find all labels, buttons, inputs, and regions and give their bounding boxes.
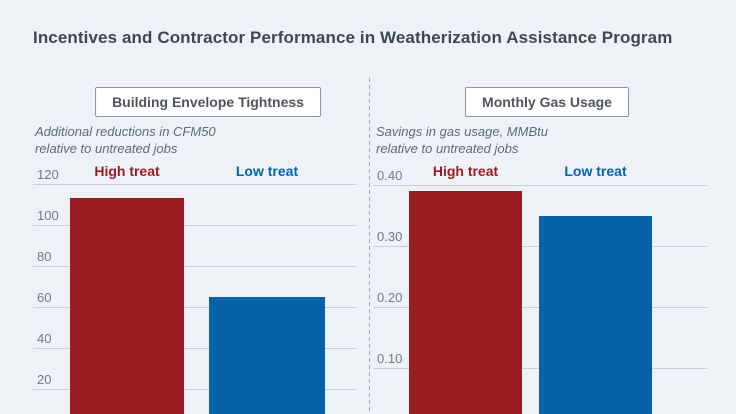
bar-low-treat [539, 215, 652, 414]
y-tick-label: 0.40 [377, 168, 403, 183]
y-tick-label: 0.10 [377, 351, 403, 366]
y-gridline [33, 307, 357, 308]
bar-high-treat [409, 191, 522, 414]
y-tick-label: 60 [37, 290, 52, 305]
figure-title: Incentives and Contractor Performance in… [33, 28, 673, 47]
y-tick-label: 0.20 [377, 290, 403, 305]
y-tick-label: 20 [37, 372, 52, 387]
y-gridline [373, 185, 707, 186]
y-gridline [33, 225, 357, 226]
y-gridline [33, 389, 357, 390]
y-tick-label: 80 [37, 249, 52, 264]
panel-subtitle-right: Savings in gas usage, MMBtu relative to … [376, 123, 548, 157]
panel-divider-dashed-line [369, 78, 370, 414]
subtitle-line-1: Savings in gas usage, MMBtu [376, 124, 548, 139]
subtitle-line-2: relative to untreated jobs [376, 141, 519, 156]
subtitle-line-1: Additional reductions in CFM50 [35, 124, 216, 139]
panel-title: Building Envelope Tightness [112, 94, 304, 110]
category-label-high-treat: High treat [94, 163, 160, 179]
y-tick-label: 100 [37, 208, 59, 223]
category-label-high-treat: High treat [432, 163, 499, 179]
panel-subtitle-left: Additional reductions in CFM50 relative … [35, 123, 216, 157]
panel-title-box-monthly-gas-usage: Monthly Gas Usage [465, 87, 629, 117]
y-tick-label: 0.30 [377, 229, 403, 244]
panel-title: Monthly Gas Usage [482, 94, 612, 110]
y-gridline [33, 348, 357, 349]
y-gridline [33, 266, 357, 267]
y-tick-label: 120 [37, 167, 59, 182]
panel-title-box-building-envelope-tightness: Building Envelope Tightness [95, 87, 321, 117]
subtitle-line-2: relative to untreated jobs [35, 141, 178, 156]
bar-high-treat [70, 198, 184, 414]
bar-low-treat [209, 296, 325, 414]
category-label-low-treat: Low treat [235, 163, 299, 179]
category-label-low-treat: Low treat [564, 163, 627, 179]
y-tick-label: 40 [37, 331, 52, 346]
y-gridline [33, 184, 357, 185]
